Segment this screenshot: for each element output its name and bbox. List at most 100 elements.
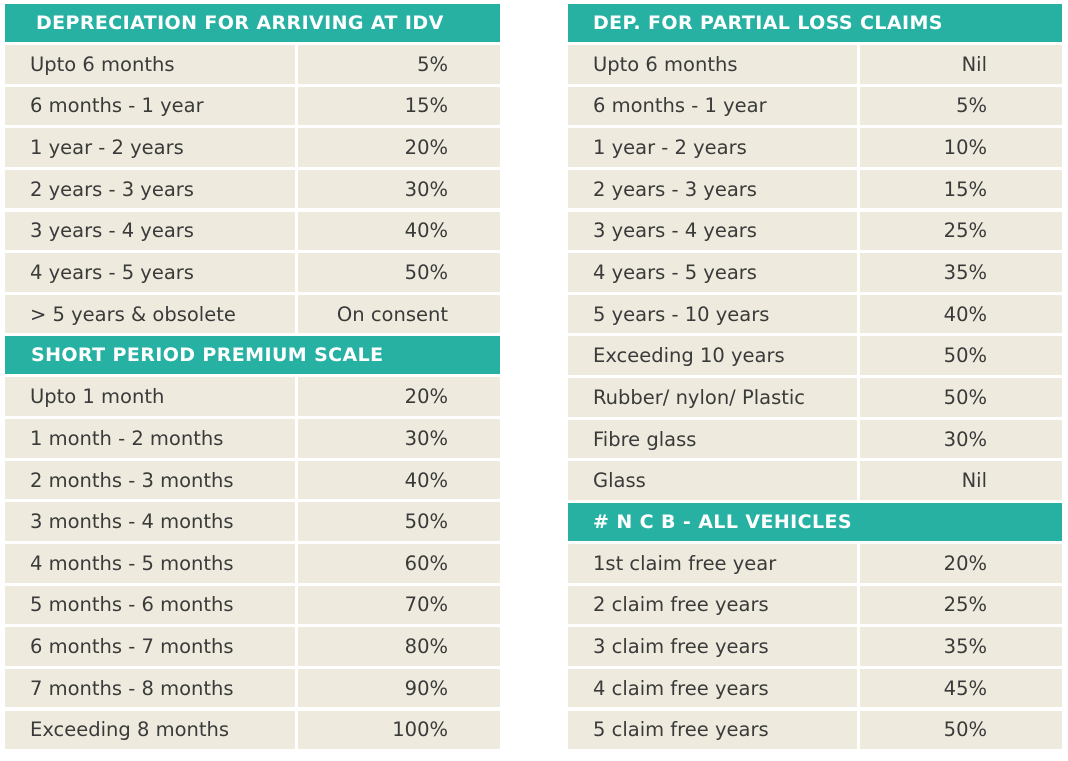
row-label: 1 year - 2 years [568, 128, 857, 167]
row-value: 30% [860, 419, 1062, 459]
row-value: 60% [298, 544, 500, 583]
row-label: 4 years - 5 years [568, 253, 857, 292]
row-value: 50% [298, 502, 500, 541]
table-row: 5 months - 6 months 70% [5, 585, 500, 625]
row-label: Fibre glass [568, 419, 857, 459]
row-value: 40% [860, 294, 1062, 334]
table-row: 3 claim free years 35% [568, 627, 1062, 666]
row-value: 30% [298, 169, 500, 209]
row-value: 30% [298, 419, 500, 458]
table-row: 3 years - 4 years 25% [568, 211, 1062, 251]
row-label: 4 claim free years [568, 668, 857, 708]
table-row: 5 claim free years 50% [568, 710, 1062, 750]
row-label: 1 month - 2 months [5, 419, 295, 458]
ncb-table: 1st claim free year 20% 2 claim free years… [568, 544, 1062, 750]
table-row: 6 months - 1 year 15% [5, 86, 500, 126]
table-row: 4 years - 5 years 50% [5, 253, 500, 292]
row-label: 1st claim free year [568, 544, 857, 583]
row-value: On consent [298, 294, 500, 334]
row-value: 80% [298, 627, 500, 666]
table-row: 4 months - 5 months 60% [5, 544, 500, 583]
row-value: 35% [860, 627, 1062, 666]
row-value: 50% [860, 710, 1062, 750]
row-label: 1 year - 2 years [5, 128, 295, 167]
row-value: 5% [860, 86, 1062, 126]
idv-depreciation-header: DEPRECIATION FOR ARRIVING AT IDV [5, 4, 500, 42]
row-label: Exceeding 10 years [568, 336, 857, 375]
table-row: 3 years - 4 years 40% [5, 211, 500, 251]
table-row: 5 years - 10 years 40% [568, 294, 1062, 334]
table-row: Exceeding 8 months 100% [5, 710, 500, 750]
row-value: 15% [298, 86, 500, 126]
ncb-header: # N C B - ALL VEHICLES [568, 503, 1062, 542]
row-label: 2 years - 3 years [5, 169, 295, 209]
table-row: 2 claim free years 25% [568, 585, 1062, 625]
row-label: Upto 1 month [5, 377, 295, 416]
row-value: 50% [860, 336, 1062, 375]
row-label: > 5 years & obsolete [5, 294, 295, 334]
table-row: 1st claim free year 20% [568, 544, 1062, 583]
row-value: 45% [860, 668, 1062, 708]
row-label: Upto 6 months [568, 45, 857, 84]
row-label: 6 months - 7 months [5, 627, 295, 666]
table-row: Upto 6 months 5% [5, 45, 500, 84]
row-value: Nil [860, 45, 1062, 84]
row-label: 3 claim free years [568, 627, 857, 666]
idv-depreciation-table: Upto 6 months 5% 6 months - 1 year 15% 1 yea… [5, 45, 500, 334]
row-label: 4 years - 5 years [5, 253, 295, 292]
row-label: 4 months - 5 months [5, 544, 295, 583]
row-label: Exceeding 8 months [5, 710, 295, 750]
table-row: Rubber/ nylon/ Plastic 50% [568, 378, 1062, 417]
row-value: 35% [860, 253, 1062, 292]
table-row: 1 year - 2 years 20% [5, 128, 500, 167]
row-label: 7 months - 8 months [5, 668, 295, 708]
table-row: Glass Nil [568, 461, 1062, 500]
partial-loss-header: DEP. FOR PARTIAL LOSS CLAIMS [568, 4, 1062, 42]
table-row: Upto 1 month 20% [5, 377, 500, 416]
row-label: 6 months - 1 year [5, 86, 295, 126]
row-value: 90% [298, 668, 500, 708]
table-row: 6 months - 7 months 80% [5, 627, 500, 666]
table-row: > 5 years & obsolete On consent [5, 294, 500, 334]
row-label: 3 years - 4 years [568, 211, 857, 251]
row-value: 20% [298, 377, 500, 416]
table-row: 2 months - 3 months 40% [5, 460, 500, 500]
row-label: 2 claim free years [568, 585, 857, 625]
table-row: Upto 6 months Nil [568, 45, 1062, 84]
right-column: DEP. FOR PARTIAL LOSS CLAIMS Upto 6 mont… [568, 4, 1062, 752]
row-value: 70% [298, 585, 500, 625]
row-value: 5% [298, 45, 500, 84]
table-row: Fibre glass 30% [568, 419, 1062, 459]
table-row: 2 years - 3 years 30% [5, 169, 500, 209]
table-row: 4 claim free years 45% [568, 668, 1062, 708]
row-value: 10% [860, 128, 1062, 167]
table-row: 1 month - 2 months 30% [5, 419, 500, 458]
table-row: 2 years - 3 years 15% [568, 169, 1062, 209]
row-label: 3 years - 4 years [5, 211, 295, 251]
row-label: 3 months - 4 months [5, 502, 295, 541]
row-value: Nil [860, 461, 1062, 500]
row-label: 5 years - 10 years [568, 294, 857, 334]
left-column: DEPRECIATION FOR ARRIVING AT IDV Upto 6 … [5, 4, 500, 752]
row-label: 5 claim free years [568, 710, 857, 750]
row-value: 25% [860, 211, 1062, 251]
row-label: 2 months - 3 months [5, 460, 295, 500]
row-label: 6 months - 1 year [568, 86, 857, 126]
row-label: 2 years - 3 years [568, 169, 857, 209]
table-row: 6 months - 1 year 5% [568, 86, 1062, 126]
row-value: 40% [298, 211, 500, 251]
row-label: 5 months - 6 months [5, 585, 295, 625]
row-value: 15% [860, 169, 1062, 209]
table-row: Exceeding 10 years 50% [568, 336, 1062, 375]
row-value: 25% [860, 585, 1062, 625]
row-value: 50% [298, 253, 500, 292]
row-value: 20% [860, 544, 1062, 583]
table-row: 1 year - 2 years 10% [568, 128, 1062, 167]
row-value: 50% [860, 378, 1062, 417]
table-row: 7 months - 8 months 90% [5, 668, 500, 708]
table-row: 3 months - 4 months 50% [5, 502, 500, 541]
table-row: 4 years - 5 years 35% [568, 253, 1062, 292]
short-period-premium-table: Upto 1 month 20% 1 month - 2 months 30% 2 mo… [5, 377, 500, 750]
row-label: Glass [568, 461, 857, 500]
short-period-premium-header: SHORT PERIOD PREMIUM SCALE [5, 336, 500, 375]
